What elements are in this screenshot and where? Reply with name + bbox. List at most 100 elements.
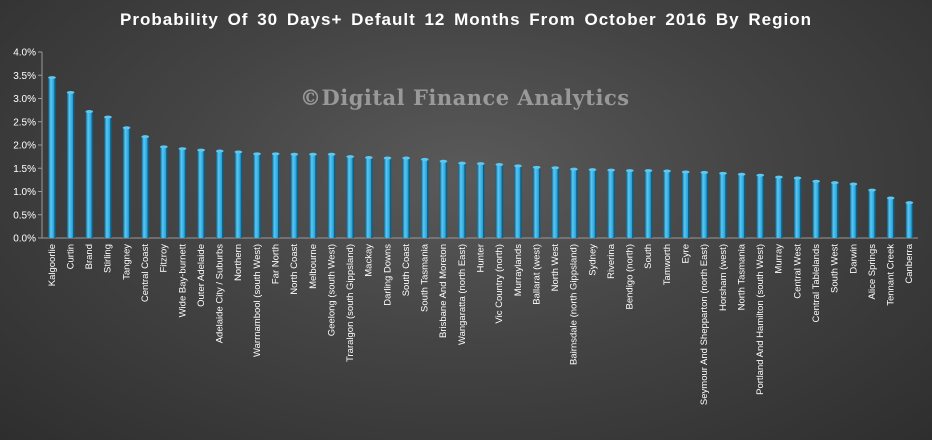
bar-cap: [626, 169, 634, 173]
bar-cap: [663, 169, 671, 173]
bar-cap: [160, 145, 168, 149]
x-tick-label: Stirling: [103, 244, 114, 273]
bar-fitzroy: [160, 146, 167, 238]
y-tick-label: 3.0%: [13, 94, 36, 105]
x-tick-label: Northern: [233, 244, 244, 281]
x-tick-label: North Tasmania: [736, 243, 747, 310]
x-tick-label: Tamworth: [662, 244, 673, 285]
y-tick-label: 1.5%: [13, 164, 36, 175]
bar-darwin: [849, 184, 856, 238]
x-tick-label: North West: [550, 244, 561, 292]
bar-curtin: [66, 92, 73, 238]
bar-south: [644, 170, 651, 238]
bar-portland-and-hamilton-south-west-: [756, 175, 763, 238]
bar-south-tasmania: [421, 159, 428, 238]
y-tick-label: 0.0%: [13, 234, 36, 245]
x-tick-label: Bairnsdale (north Gippsland): [569, 244, 580, 365]
bar-outer-adelaide: [197, 150, 204, 238]
x-tick-label: Warrnambool (south West): [252, 244, 263, 357]
bar-cap: [812, 179, 820, 183]
bar-cap: [178, 147, 187, 151]
bar-warrnambool-south-west-: [253, 153, 260, 238]
x-tick-label: Murraylands: [513, 244, 524, 297]
bar-brand: [85, 111, 92, 238]
bar-cap: [831, 181, 839, 185]
bar-cap: [439, 159, 448, 163]
x-tick-label: South: [643, 244, 654, 269]
bar-central-coast: [141, 136, 148, 238]
bar-cap: [234, 150, 243, 154]
x-tick-label: Tennant Creek: [886, 244, 897, 306]
bar-cap: [365, 156, 373, 160]
x-tick-label: Vic Country (north): [494, 244, 505, 324]
x-tick-label: Brand: [84, 244, 95, 269]
bar-cap: [290, 152, 299, 156]
x-tick-label: Traralgon (south Gippsland): [345, 244, 356, 362]
watermark-text: ©Digital Finance Analytics: [300, 85, 630, 110]
bar-cap: [309, 152, 317, 156]
bar-cap: [346, 155, 355, 159]
bar-cap: [383, 156, 392, 160]
bar-cap: [700, 170, 709, 174]
bar-stirling: [104, 117, 111, 238]
bar-cap: [532, 165, 541, 169]
x-tick-label: Adelaide City / Suburbs: [215, 244, 226, 344]
bar-bairnsdale-north-gippsland-: [570, 169, 577, 238]
bar-mackay: [365, 157, 372, 238]
bar-hunter: [477, 163, 483, 238]
x-tick-label: Alice Springs: [867, 244, 878, 300]
bar-cap: [551, 166, 560, 170]
bar-cap: [48, 76, 56, 80]
bar-tangney: [122, 127, 129, 238]
x-tick-label: Darwin: [848, 244, 859, 274]
bar-cap: [793, 176, 802, 180]
x-tick-label: Portland And Hamilton (south West): [755, 244, 766, 395]
bars: [48, 76, 914, 238]
bar-cap: [420, 157, 429, 161]
bar-cap: [886, 196, 895, 200]
bar-cap: [849, 182, 858, 186]
bar-cap: [197, 148, 205, 152]
bar-horsham-west-: [719, 173, 726, 238]
bar-ballarat-west-: [532, 167, 539, 238]
bar-sydney: [588, 169, 595, 238]
x-tick-label: Sydney: [587, 244, 598, 276]
x-tick-label: Murray: [774, 244, 785, 274]
bar-cap: [271, 152, 280, 156]
chart-title: Probability Of 30 Days+ Default 12 Month…: [120, 10, 812, 29]
bar-north-west: [551, 167, 558, 238]
x-tick-label: Brisbane And Moreton: [438, 244, 449, 338]
y-tick-label: 0.5%: [13, 210, 36, 221]
bar-central-tablelands: [812, 181, 819, 238]
bar-wangaratta-north-east-: [458, 163, 465, 238]
x-tick-label: South Coast: [401, 244, 412, 297]
bar-adelaide-city-suburbs: [216, 151, 223, 238]
y-tick-label: 2.0%: [13, 141, 36, 152]
x-tick-label: Kalgoorlie: [47, 244, 58, 286]
bar-cap: [514, 164, 522, 168]
x-tick-label: Hunter: [476, 244, 487, 273]
bar-south-coast: [402, 158, 409, 238]
bar-vic-country-north-: [495, 164, 502, 238]
bar-bendigo-north-: [626, 170, 633, 238]
bar-cap: [215, 149, 224, 153]
x-tick-label: Outer Adelaide: [196, 244, 207, 307]
x-tick-label: Seymour And Shepparton (north East): [699, 244, 710, 405]
x-tick-label: Bendigo (north): [625, 244, 636, 309]
bar-canberra: [905, 202, 912, 238]
x-tick-label: Far North: [270, 244, 281, 284]
bar-cap: [905, 201, 914, 205]
bar-brisbane-and-moreton: [439, 161, 446, 238]
bar-darling-downs: [383, 158, 390, 238]
x-tick-label: Geelong (south West): [326, 244, 337, 336]
bar-cap: [141, 135, 150, 139]
x-tick-label: Melbourne: [308, 244, 319, 289]
bar-melbourne: [309, 154, 316, 238]
bar-eyre: [682, 171, 689, 238]
bar-alice-springs: [868, 190, 875, 238]
y-tick-label: 4.0%: [13, 48, 36, 59]
bar-cap: [458, 161, 466, 165]
x-tick-label: Curtin: [65, 244, 76, 269]
bar-kalgoorlie: [48, 77, 55, 238]
